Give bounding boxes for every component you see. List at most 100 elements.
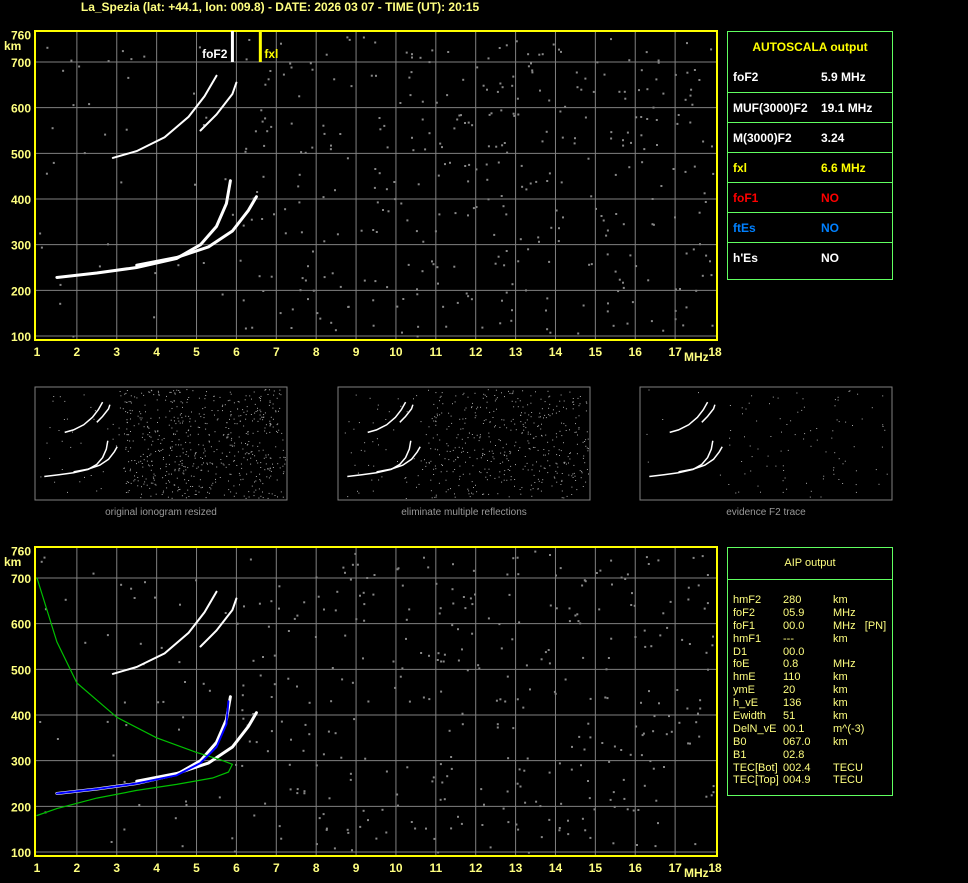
noise-dot — [482, 455, 483, 457]
noise-dot — [589, 836, 592, 839]
noise-dot — [660, 185, 663, 187]
noise-dot — [523, 425, 525, 427]
noise-dot — [445, 325, 448, 328]
noise-dot — [590, 263, 593, 266]
noise-dot — [179, 422, 181, 424]
x-tick-label: 13 — [509, 861, 523, 875]
noise-dot — [431, 497, 433, 499]
noise-dot — [236, 423, 238, 425]
noise-dot — [136, 472, 138, 473]
noise-dot — [461, 438, 463, 440]
noise-dot — [449, 161, 451, 164]
noise-dot — [203, 462, 204, 464]
noise-dot — [244, 327, 247, 330]
param-name: hmF2 — [733, 594, 762, 606]
noise-dot — [246, 473, 248, 475]
noise-dot — [655, 119, 658, 121]
noise-dot — [265, 424, 267, 426]
noise-dot — [549, 415, 551, 417]
noise-dot — [215, 481, 217, 483]
y-tick-label: 500 — [11, 663, 31, 677]
noise-dot — [563, 406, 564, 408]
noise-dot — [362, 809, 365, 812]
noise-dot — [823, 475, 825, 477]
noise-dot — [640, 134, 643, 137]
noise-dot — [125, 448, 127, 450]
noise-dot — [689, 742, 691, 745]
noise-dot — [226, 437, 228, 439]
noise-dot — [70, 446, 72, 448]
noise-dot — [738, 491, 740, 493]
noise-dot — [531, 469, 533, 471]
noise-dot — [130, 412, 132, 414]
noise-dot — [151, 444, 153, 446]
noise-dot — [657, 59, 660, 62]
noise-dot — [466, 669, 469, 672]
noise-dot — [450, 827, 453, 830]
noise-dot — [181, 845, 184, 848]
noise-dot — [260, 467, 262, 468]
noise-dot — [580, 764, 582, 767]
noise-dot — [592, 90, 595, 93]
noise-dot — [510, 420, 512, 422]
noise-dot — [296, 685, 298, 688]
noise-dot — [353, 718, 356, 721]
noise-dot — [347, 305, 350, 308]
noise-dot — [339, 133, 342, 135]
noise-dot — [556, 454, 558, 456]
noise-dot — [663, 766, 665, 768]
noise-dot — [541, 434, 542, 436]
noise-dot — [346, 157, 349, 160]
noise-dot — [243, 495, 245, 497]
noise-dot — [215, 473, 217, 475]
noise-dot — [166, 471, 168, 473]
noise-dot — [171, 408, 173, 409]
noise-dot — [803, 406, 805, 408]
noise-dot — [284, 463, 286, 465]
noise-dot — [430, 479, 432, 481]
noise-dot — [582, 457, 584, 459]
noise-dot — [247, 431, 249, 433]
noise-dot — [227, 434, 229, 436]
noise-dot — [278, 429, 280, 431]
noise-dot — [260, 400, 261, 402]
noise-dot — [221, 293, 224, 296]
noise-dot — [487, 57, 490, 60]
noise-dot — [541, 435, 543, 437]
noise-dot — [141, 417, 143, 419]
noise-dot — [327, 730, 330, 733]
noise-dot — [179, 467, 181, 469]
x-tick-label: 16 — [629, 345, 643, 359]
noise-dot — [112, 438, 114, 440]
noise-dot — [129, 409, 131, 411]
noise-dot — [277, 431, 279, 433]
noise-dot — [508, 593, 511, 596]
noise-dot — [444, 458, 446, 460]
thumbnail-2 — [639, 386, 893, 501]
noise-dot — [487, 617, 490, 620]
noise-dot — [187, 467, 189, 469]
noise-dot — [270, 696, 273, 698]
param-value: 00.1 — [783, 722, 805, 735]
noise-dot — [578, 415, 580, 417]
noise-dot — [430, 460, 432, 462]
noise-dot — [479, 471, 480, 473]
noise-dot — [574, 614, 577, 617]
noise-dot — [267, 394, 269, 395]
noise-dot — [431, 49, 434, 52]
noise-dot — [434, 416, 436, 418]
noise-dot — [482, 84, 485, 87]
noise-dot — [128, 401, 130, 403]
noise-dot — [359, 594, 361, 597]
y-axis-label: km — [4, 555, 21, 569]
noise-dot — [258, 488, 260, 490]
plot-frame — [34, 30, 718, 341]
noise-dot — [474, 449, 476, 451]
noise-dot — [181, 462, 183, 464]
noise-dot — [282, 473, 284, 475]
noise-dot — [178, 390, 180, 391]
noise-dot — [293, 617, 296, 620]
param-value: 004.9 — [783, 774, 811, 787]
x-tick-label: 16 — [629, 861, 643, 875]
noise-dot — [323, 608, 325, 611]
